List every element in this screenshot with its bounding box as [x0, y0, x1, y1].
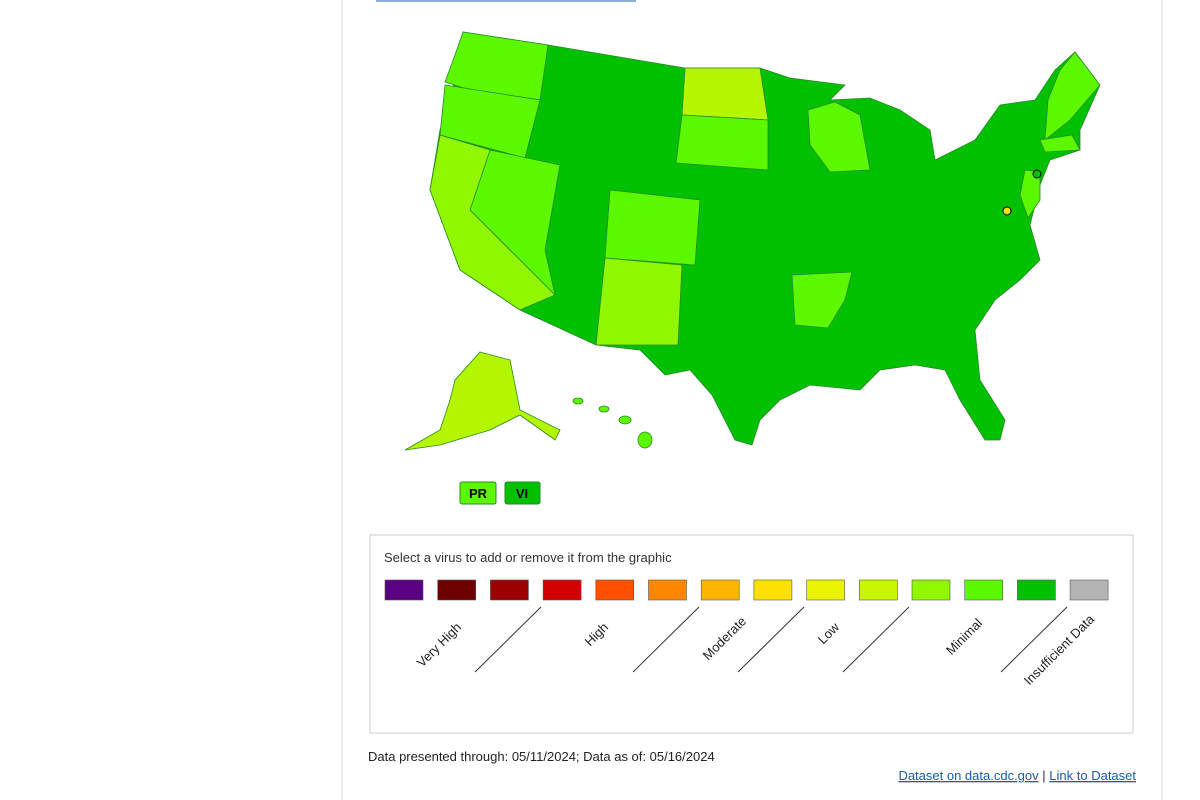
- footer-links: Dataset on data.cdc.gov | Link to Datase…: [898, 768, 1136, 783]
- state: [681, 67, 769, 121]
- state: [791, 271, 853, 329]
- link[interactable]: Link to Dataset: [1049, 768, 1136, 783]
- legend-swatch[interactable]: [384, 579, 424, 601]
- link[interactable]: Dataset on data.cdc.gov: [898, 768, 1039, 783]
- legend-swatch[interactable]: [1069, 579, 1109, 601]
- legend-swatch[interactable]: [595, 579, 635, 601]
- us-map: [404, 31, 1101, 451]
- island: [618, 415, 632, 425]
- legend-swatch[interactable]: [700, 579, 740, 601]
- separator: |: [1042, 768, 1045, 783]
- state: [807, 101, 871, 173]
- legend-swatch[interactable]: [858, 579, 898, 601]
- state: [429, 134, 556, 311]
- nyc-marker[interactable]: [1032, 169, 1042, 179]
- legend-swatch[interactable]: [542, 579, 582, 601]
- territory-label: PR: [469, 486, 488, 501]
- legend-swatch[interactable]: [964, 579, 1004, 601]
- state: [675, 114, 769, 171]
- legend-prompt: Select a virus to add or remove it from …: [384, 550, 672, 565]
- territory-button[interactable]: [459, 481, 497, 505]
- legend-swatch[interactable]: [437, 579, 477, 601]
- island: [598, 405, 610, 413]
- legend-dividers: [474, 606, 1068, 673]
- legend-swatch[interactable]: [911, 579, 951, 601]
- legend-swatch[interactable]: [753, 579, 793, 601]
- territory-button[interactable]: [504, 481, 541, 505]
- island: [637, 431, 653, 449]
- legend-swatch[interactable]: [806, 579, 845, 601]
- legend-swatch[interactable]: [648, 579, 687, 601]
- territory-label: VI: [516, 486, 528, 501]
- state: [1039, 134, 1081, 153]
- island: [572, 397, 584, 405]
- legend-box: [369, 534, 1134, 734]
- state: [404, 351, 561, 451]
- dc-marker[interactable]: [1002, 206, 1012, 216]
- state: [595, 257, 683, 346]
- state: [604, 189, 701, 266]
- footer-note: Data presented through: 05/11/2024; Data…: [368, 749, 715, 764]
- legend-swatch[interactable]: [490, 579, 529, 601]
- legend-swatch[interactable]: [1017, 579, 1056, 601]
